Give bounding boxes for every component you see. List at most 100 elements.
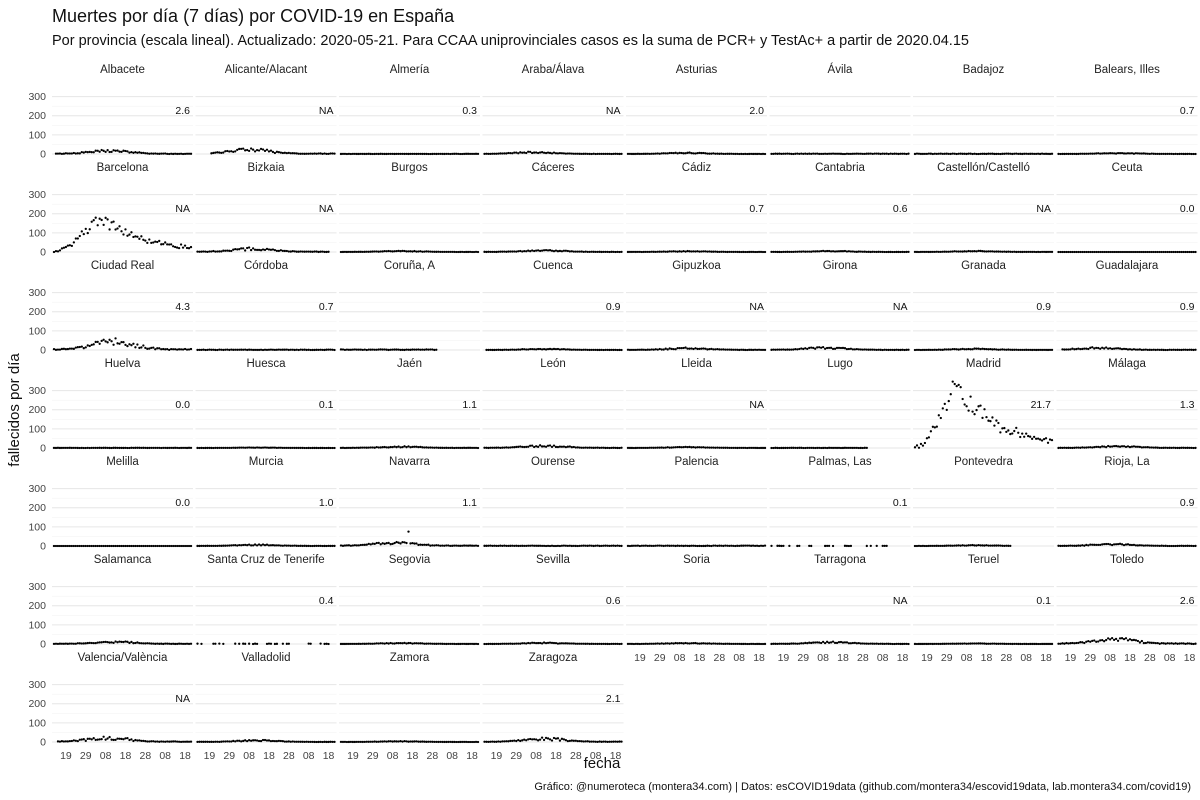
data-point (275, 642, 279, 645)
data-point (78, 446, 81, 450)
data-point (1162, 152, 1165, 156)
data-point (253, 739, 257, 742)
data-point (367, 152, 370, 155)
data-point (150, 446, 153, 450)
data-point (1073, 642, 1076, 645)
data-point (594, 544, 597, 547)
data-point (437, 740, 440, 744)
data-point (210, 446, 213, 450)
data-point (74, 739, 77, 742)
data-point (409, 740, 412, 743)
data-point (560, 642, 564, 645)
data-point (564, 445, 568, 449)
data-point (584, 740, 587, 743)
data-point (546, 544, 550, 548)
data-point (185, 348, 189, 351)
chart-subtitle: Por provincia (escala lineal). Actualiza… (52, 33, 969, 49)
data-point (1005, 642, 1008, 645)
data-point (214, 544, 217, 548)
data-point (594, 740, 597, 743)
data-point (499, 544, 502, 547)
data-point (363, 250, 366, 253)
data-point (827, 152, 831, 155)
data-point (259, 147, 263, 151)
data-point (1156, 446, 1159, 449)
data-point (169, 642, 173, 646)
data-point (58, 740, 62, 743)
data-point (395, 446, 398, 449)
data-point (212, 348, 215, 351)
data-point (921, 250, 925, 254)
data-point (247, 739, 251, 742)
data-point (373, 250, 376, 253)
data-point (1050, 438, 1054, 442)
data-point (234, 544, 237, 547)
data-point (782, 348, 785, 351)
data-point (62, 544, 66, 548)
data-point (293, 740, 296, 743)
data-point (126, 344, 129, 348)
data-point (273, 348, 277, 351)
data-point (114, 149, 117, 152)
data-point (68, 244, 72, 247)
data-point (62, 740, 66, 743)
data-point (112, 220, 115, 223)
data-point (1160, 152, 1163, 156)
data-point (542, 641, 546, 644)
panel-title: Zamora (390, 652, 430, 664)
data-point (782, 152, 785, 155)
data-point (401, 152, 404, 156)
data-point (363, 152, 366, 156)
data-point (592, 740, 595, 743)
data-point (309, 446, 312, 450)
data-point (1174, 544, 1177, 548)
data-point (1142, 446, 1146, 449)
data-point (943, 642, 946, 645)
data-point (552, 641, 556, 645)
data-point (734, 348, 737, 351)
data-point (957, 544, 960, 547)
data-point (1075, 152, 1078, 156)
data-point (562, 249, 566, 252)
data-point (831, 250, 835, 253)
data-point (1034, 437, 1038, 440)
data-point (166, 152, 169, 155)
data-point (175, 446, 179, 450)
data-point (64, 245, 68, 249)
data-point (1166, 250, 1169, 254)
data-point (247, 642, 251, 645)
data-point (255, 446, 259, 449)
data-point (499, 348, 502, 352)
data-point (445, 544, 448, 547)
data-point (156, 544, 159, 548)
data-point (102, 446, 105, 449)
data-point (1015, 348, 1018, 351)
data-point (1182, 152, 1185, 156)
panel-title: Cuenca (533, 260, 573, 272)
data-point (1122, 543, 1126, 547)
data-point (511, 446, 514, 449)
data-point (873, 152, 876, 155)
data-point (84, 346, 87, 349)
data-point (937, 414, 940, 417)
data-point (84, 544, 87, 548)
data-point (863, 348, 866, 351)
data-point (995, 250, 998, 253)
data-point (875, 348, 878, 351)
panel-title: Araba/Álava (522, 63, 585, 76)
data-point (1118, 152, 1122, 155)
data-point (503, 544, 506, 547)
data-point (1156, 641, 1159, 645)
data-point (1154, 544, 1157, 547)
data-point (181, 740, 185, 743)
y-tick-label: 300 (28, 287, 46, 299)
data-point (299, 250, 302, 253)
data-point (871, 152, 874, 156)
data-point (664, 152, 667, 155)
data-point (847, 250, 851, 253)
data-point (367, 446, 370, 449)
data-point (464, 642, 468, 646)
